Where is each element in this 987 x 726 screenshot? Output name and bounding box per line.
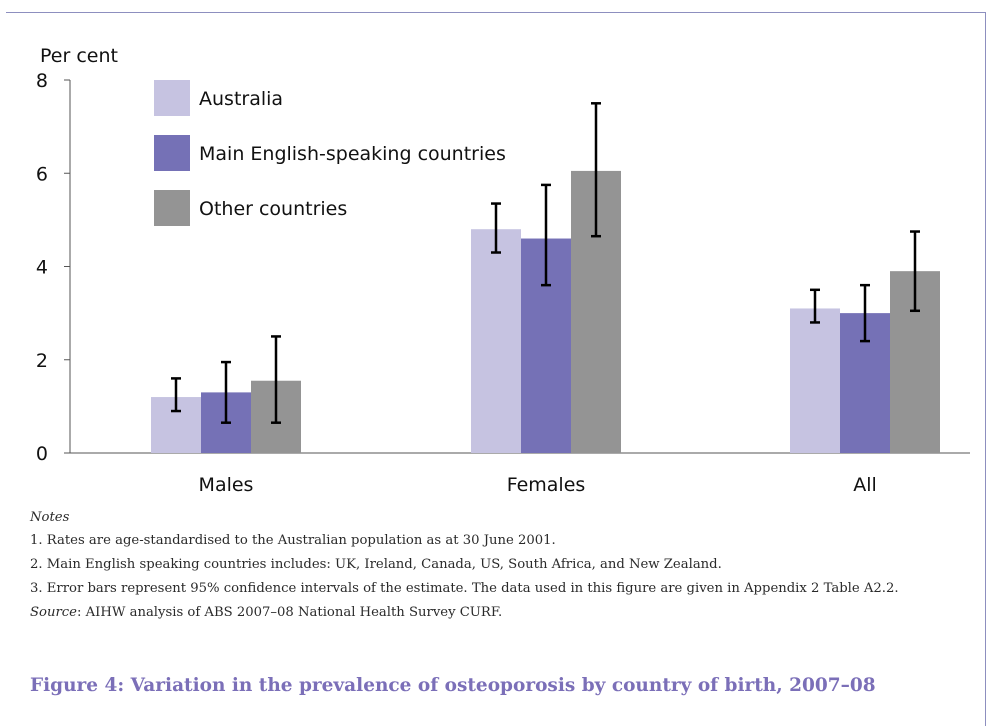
error-bar xyxy=(171,377,181,413)
figure-caption: Figure 4: Variation in the prevalence of… xyxy=(30,675,876,696)
legend-label: Australia xyxy=(199,88,283,110)
error-bar xyxy=(860,283,870,343)
source-line: Source: AIHW analysis of ABS 2007–08 Nat… xyxy=(30,604,970,621)
bar xyxy=(790,308,840,453)
y-tick-label: 2 xyxy=(36,350,48,372)
bars xyxy=(151,170,940,453)
source-label: Source xyxy=(30,605,77,620)
y-tick-label: 0 xyxy=(36,443,48,465)
error-bar xyxy=(221,360,231,424)
bar xyxy=(471,229,521,453)
error-bar xyxy=(541,183,551,287)
y-tick-label: 6 xyxy=(36,163,48,185)
y-tick-label: 8 xyxy=(36,70,48,92)
error-bar xyxy=(810,288,820,324)
notes-header: Notes xyxy=(30,510,70,525)
legend-swatch xyxy=(154,135,190,171)
legend-swatch xyxy=(154,80,190,116)
x-axis-labels: Males Females All xyxy=(199,474,877,496)
y-axis-label: Per cent xyxy=(40,45,118,67)
chart: Per cent 0 2 4 6 8 Males Females All Australia… xyxy=(36,45,970,496)
error-bar xyxy=(910,230,920,313)
note-2: 2. Main English speaking countries inclu… xyxy=(30,557,722,572)
source-text: : AIHW analysis of ABS 2007–08 National … xyxy=(76,605,503,620)
legend-label: Other countries xyxy=(199,198,347,220)
legend-swatch xyxy=(154,190,190,226)
figure-frame xyxy=(6,12,986,726)
y-tick-label: 4 xyxy=(36,257,48,279)
note-1: 1. Rates are age-standardised to the Aus… xyxy=(30,533,556,548)
error-bar xyxy=(591,102,601,238)
notes: Notes 1. Rates are age-standardised to t… xyxy=(30,509,970,621)
legend: Australia Main English-speaking countries… xyxy=(154,80,506,226)
x-tick-label: All xyxy=(853,474,877,496)
x-tick-label: Females xyxy=(507,474,586,496)
legend-label: Main English-speaking countries xyxy=(199,143,506,165)
error-bars xyxy=(171,102,920,424)
x-tick-label: Males xyxy=(199,474,254,496)
error-bar xyxy=(271,335,281,424)
note-3: 3. Error bars represent 95% confidence i… xyxy=(30,581,899,596)
error-bar xyxy=(491,202,501,254)
